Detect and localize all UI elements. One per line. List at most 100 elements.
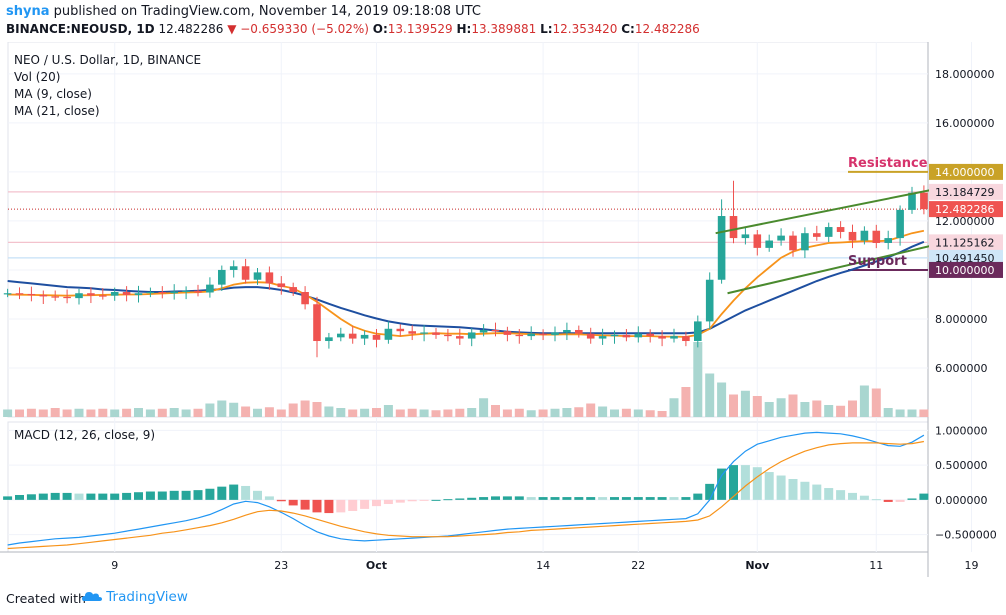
volume-bar xyxy=(907,409,917,417)
chart-header: shyna published on TradingView.com, Nove… xyxy=(0,0,1006,42)
macd-histogram-bar xyxy=(455,498,465,500)
candle-body xyxy=(801,233,809,251)
macd-histogram-bar xyxy=(788,479,798,500)
volume-bar xyxy=(502,409,512,417)
macd-histogram-bar xyxy=(740,465,750,500)
volume-bar xyxy=(740,390,750,417)
time-tick-label: 19 xyxy=(965,559,979,572)
macd-histogram-bar xyxy=(693,493,703,500)
macd-histogram-bar xyxy=(3,496,13,500)
volume-bar xyxy=(372,408,381,417)
channel-trendline xyxy=(715,186,942,235)
macd-histogram-bar xyxy=(871,499,881,501)
channel-trendline xyxy=(727,239,954,295)
published-text: published on TradingView.com, November 1… xyxy=(53,4,481,19)
candle-body xyxy=(396,328,405,332)
candle-body xyxy=(289,287,297,292)
macd-histogram-bar xyxy=(288,499,298,506)
candle-body xyxy=(87,293,95,296)
candle-body xyxy=(99,295,107,297)
macd-histogram-bar xyxy=(276,499,286,502)
volume-bar xyxy=(491,405,500,417)
time-tick-label: 22 xyxy=(631,559,645,572)
price-pane xyxy=(7,42,929,418)
price-tick-label: 8.000000 xyxy=(935,313,988,326)
macd-histogram-bar xyxy=(50,492,60,500)
volume-bar xyxy=(419,409,429,417)
macd-histogram-bar xyxy=(15,494,24,500)
high-label: H: xyxy=(456,22,472,36)
macd-histogram-bar xyxy=(181,490,191,500)
candle-body xyxy=(539,333,547,335)
macd-histogram-bar xyxy=(836,490,846,500)
signal-line xyxy=(7,440,925,550)
macd-histogram-bar xyxy=(550,497,560,500)
volume-bar xyxy=(253,408,262,417)
author-name[interactable]: shyna xyxy=(6,4,50,19)
macd-histogram-bar xyxy=(134,492,143,500)
candle-body xyxy=(110,292,119,296)
volume-bar xyxy=(800,402,810,417)
time-tick-label: 14 xyxy=(536,559,550,572)
candle-body xyxy=(920,192,928,210)
candle-body xyxy=(265,272,274,284)
candle-body xyxy=(134,293,143,295)
volume-bar xyxy=(336,408,346,417)
macd-histogram-bar xyxy=(586,497,596,500)
price-tick-label: 16.000000 xyxy=(935,117,995,130)
volume-bar xyxy=(264,407,274,417)
volume-bar xyxy=(717,382,727,417)
macd-histogram-bar xyxy=(895,499,905,502)
candle-body xyxy=(348,333,357,339)
volume-bar xyxy=(26,408,36,417)
macd-legend: MACD (12, 26, close, 9) xyxy=(14,428,155,442)
volume-bar xyxy=(776,398,786,417)
macd-histogram-bar xyxy=(633,497,643,500)
price-label-tag xyxy=(929,234,1003,251)
macd-tick-label: 0.000000 xyxy=(935,494,988,507)
macd-histogram-bar xyxy=(502,496,512,500)
macd-histogram-bar xyxy=(217,486,227,500)
time-tick-label: Oct xyxy=(366,559,387,572)
candle-body xyxy=(634,333,643,338)
candle-body xyxy=(729,216,738,239)
candle-body xyxy=(515,334,524,337)
volume-bar xyxy=(752,396,762,417)
candle-body xyxy=(301,292,309,305)
candle-body xyxy=(658,336,666,339)
candle-body xyxy=(372,334,381,340)
tradingview-link[interactable]: TradingView xyxy=(82,589,188,605)
macd-histogram-bar xyxy=(800,481,810,500)
volume-bar xyxy=(3,409,13,417)
high-value: 13.389881 xyxy=(471,22,537,36)
chart-title: NEO / U.S. Dollar, 1D, BINANCE xyxy=(14,53,201,67)
symbol-info: BINANCE:NEOUSD, 1D 12.482286 ▼ −0.659330… xyxy=(6,22,700,36)
volume-bar xyxy=(681,387,691,417)
candle-body xyxy=(253,272,262,280)
price-label-text: 12.482286 xyxy=(935,203,995,216)
candle-body xyxy=(789,235,797,251)
macd-histogram-bar xyxy=(122,492,132,500)
volume-bar xyxy=(98,408,108,417)
volume-bar xyxy=(312,402,322,417)
candle-body xyxy=(872,230,881,243)
volume-bar xyxy=(562,408,572,417)
candle-body xyxy=(694,321,702,342)
macd-histogram-bar xyxy=(395,499,405,503)
macd-histogram-bar xyxy=(253,490,262,500)
ma9-legend: MA (9, close) xyxy=(14,87,92,101)
low-value: 12.353420 xyxy=(552,22,618,36)
candle-body xyxy=(432,332,440,335)
volume-bar xyxy=(538,409,548,417)
time-tick-label: 9 xyxy=(111,559,118,572)
candle-body xyxy=(467,332,476,339)
macd-histogram-bar xyxy=(205,488,215,500)
close-label: C: xyxy=(621,22,635,36)
candle-body xyxy=(337,333,345,338)
price-label-text: 10.000000 xyxy=(935,264,995,277)
macd-histogram-bar xyxy=(300,499,310,510)
candle-body xyxy=(575,329,583,334)
price-tick-label: 6.000000 xyxy=(935,362,988,375)
price-chart[interactable]: Resistance Support 18.000000 16.000000 14.00… xyxy=(0,42,1006,584)
volume-bar xyxy=(693,342,703,417)
